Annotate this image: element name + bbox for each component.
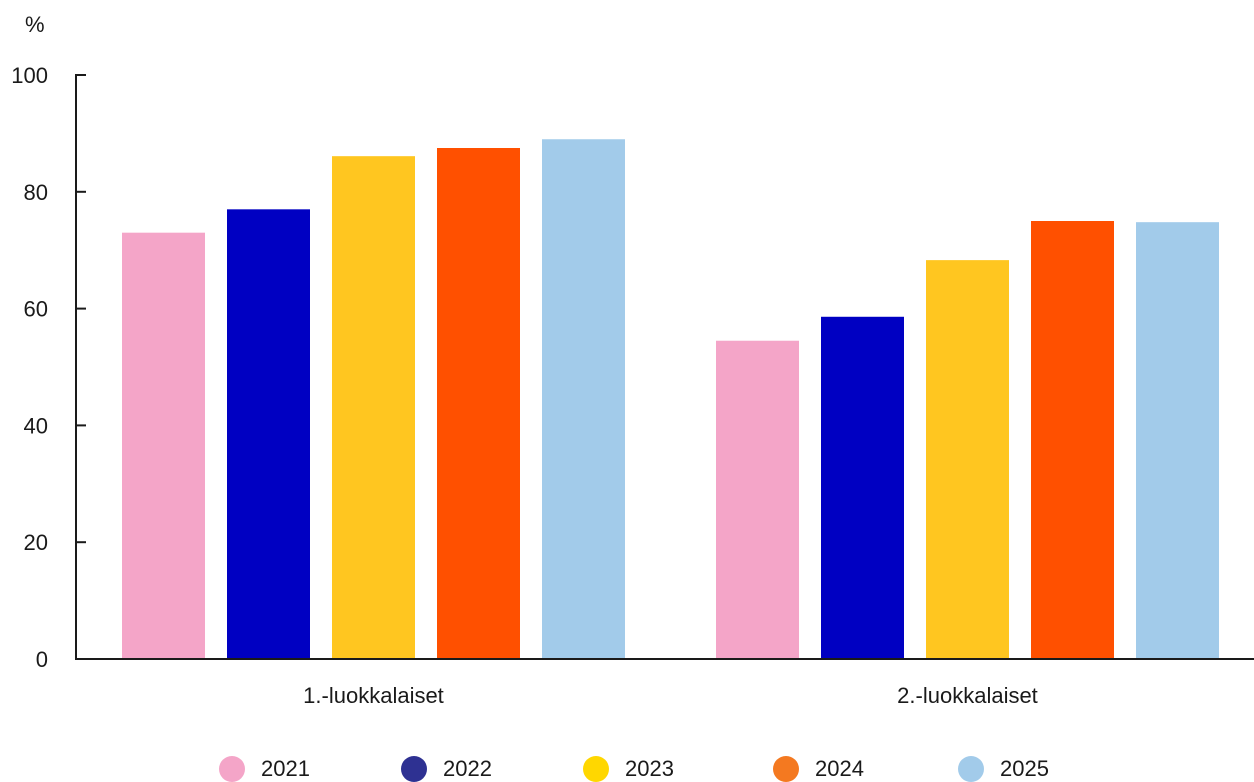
y-tick-label: 0 [36, 647, 48, 672]
y-axis: 0 20 40 60 80 100 [11, 63, 86, 672]
legend: 2021 2022 2023 2024 2025 [0, 756, 1254, 782]
legend-item-2024: 2024 [773, 756, 864, 782]
bar-2024-1 [437, 148, 520, 659]
legend-swatch [583, 756, 609, 782]
legend-swatch [219, 756, 245, 782]
bar-chart: % 0 20 40 60 80 100 1.-luokkalaiset 2.-luokkal… [11, 12, 1254, 708]
legend-label: 2022 [443, 756, 492, 781]
bar-2024-2 [1031, 221, 1114, 659]
x-axis: 1.-luokkalaiset 2.-luokkalaiset [303, 683, 1038, 708]
legend-item-2023: 2023 [583, 756, 674, 782]
bar-2023-1 [332, 156, 415, 659]
y-tick-label: 40 [24, 413, 48, 438]
legend-swatch [958, 756, 984, 782]
bar-2025-1 [542, 139, 625, 660]
legend-item-2021: 2021 [219, 756, 310, 782]
category-label: 2.-luokkalaiset [897, 683, 1038, 708]
legend-item-2025: 2025 [958, 756, 1049, 782]
legend-label: 2023 [625, 756, 674, 781]
bar-2023-2 [926, 260, 1009, 659]
legend-item-2022: 2022 [401, 756, 492, 782]
bar-2025-2 [1136, 222, 1219, 659]
category-label: 1.-luokkalaiset [303, 683, 444, 708]
legend-label: 2025 [1000, 756, 1049, 781]
bar-2021-1 [122, 232, 205, 659]
legend-label: 2021 [261, 756, 310, 781]
y-axis-label: % [25, 12, 45, 37]
legend-swatch [773, 756, 799, 782]
y-tick-label: 100 [11, 63, 48, 88]
bars [122, 139, 1219, 660]
y-tick-label: 80 [24, 180, 48, 205]
legend-swatch [401, 756, 427, 782]
bar-2021-2 [716, 340, 799, 659]
bar-2022-1 [227, 209, 310, 659]
bar-2022-2 [821, 316, 904, 659]
y-tick-label: 60 [24, 297, 48, 322]
y-tick-label: 20 [24, 530, 48, 555]
legend-label: 2024 [815, 756, 864, 781]
